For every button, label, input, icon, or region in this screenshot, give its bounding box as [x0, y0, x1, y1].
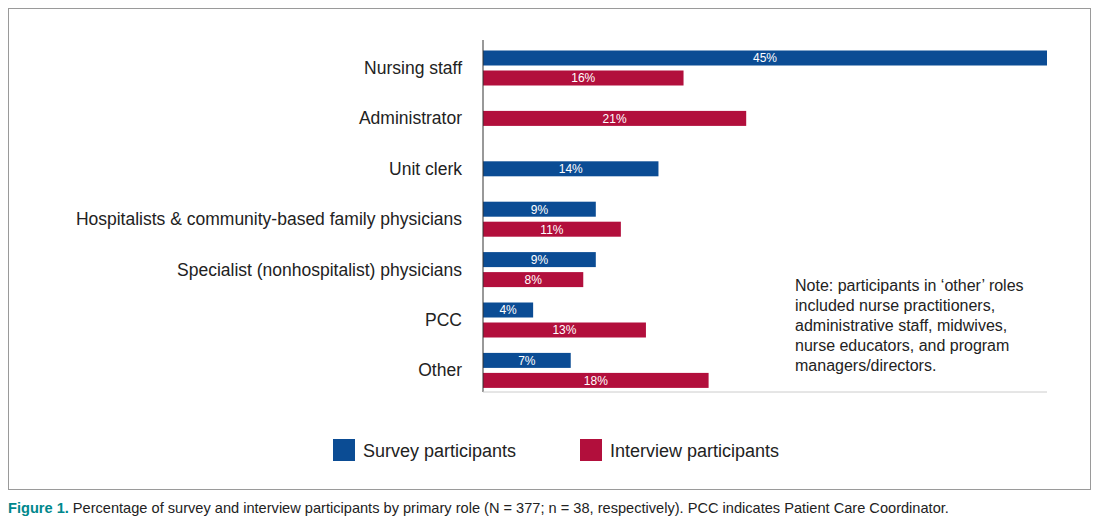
data-label: 7% [518, 354, 536, 368]
annotation: Note: participants in ‘other’ roles incl… [795, 276, 1027, 376]
data-label: 11% [540, 223, 563, 237]
legend-label: Interview participants [610, 441, 779, 461]
caption-label: Figure 1. [8, 500, 69, 516]
bar [483, 71, 684, 86]
category-axis [483, 40, 484, 392]
data-label: 13% [552, 323, 576, 337]
chart: Nursing staff 45% 16% Administrator 21% Unit … [0, 0, 1100, 530]
legend-label: Survey participants [363, 441, 516, 461]
category-label: Hospitalists & community-based family ph… [76, 209, 462, 229]
bar [483, 161, 658, 176]
category-label: Unit clerk [389, 159, 462, 179]
legend-swatch [580, 439, 602, 461]
data-label: 9% [531, 253, 549, 267]
bar [483, 111, 746, 126]
data-label: 14% [559, 162, 583, 176]
bar [483, 323, 646, 338]
bars [483, 51, 1047, 388]
data-label: 21% [603, 112, 627, 126]
value-axis [483, 392, 1047, 393]
category-label: Specialist (nonhospitalist) physicians [177, 260, 462, 280]
bar [483, 272, 583, 287]
category-label: Other [418, 360, 462, 380]
category-label: Nursing staff [364, 58, 462, 78]
caption-text: Percentage of survey and interview parti… [73, 500, 949, 516]
category-label: PCC [425, 310, 462, 330]
data-label: 18% [584, 374, 608, 388]
bar [483, 252, 596, 267]
data-label: 16% [571, 71, 595, 85]
legend-swatch [333, 439, 355, 461]
bar [483, 51, 1047, 66]
data-label: 4% [499, 303, 517, 317]
category-label: Administrator [359, 108, 462, 128]
caption: Figure 1.Percentage of survey and interv… [8, 500, 1098, 516]
labels: Nursing staff 45% 16% Administrator 21% Unit … [76, 51, 777, 387]
data-label: 8% [524, 273, 542, 287]
data-label: 45% [753, 51, 777, 65]
bar [483, 373, 709, 388]
bar [483, 303, 533, 318]
bar [483, 202, 596, 217]
data-label: 9% [531, 203, 549, 217]
bar [483, 353, 571, 368]
bar [483, 222, 621, 237]
